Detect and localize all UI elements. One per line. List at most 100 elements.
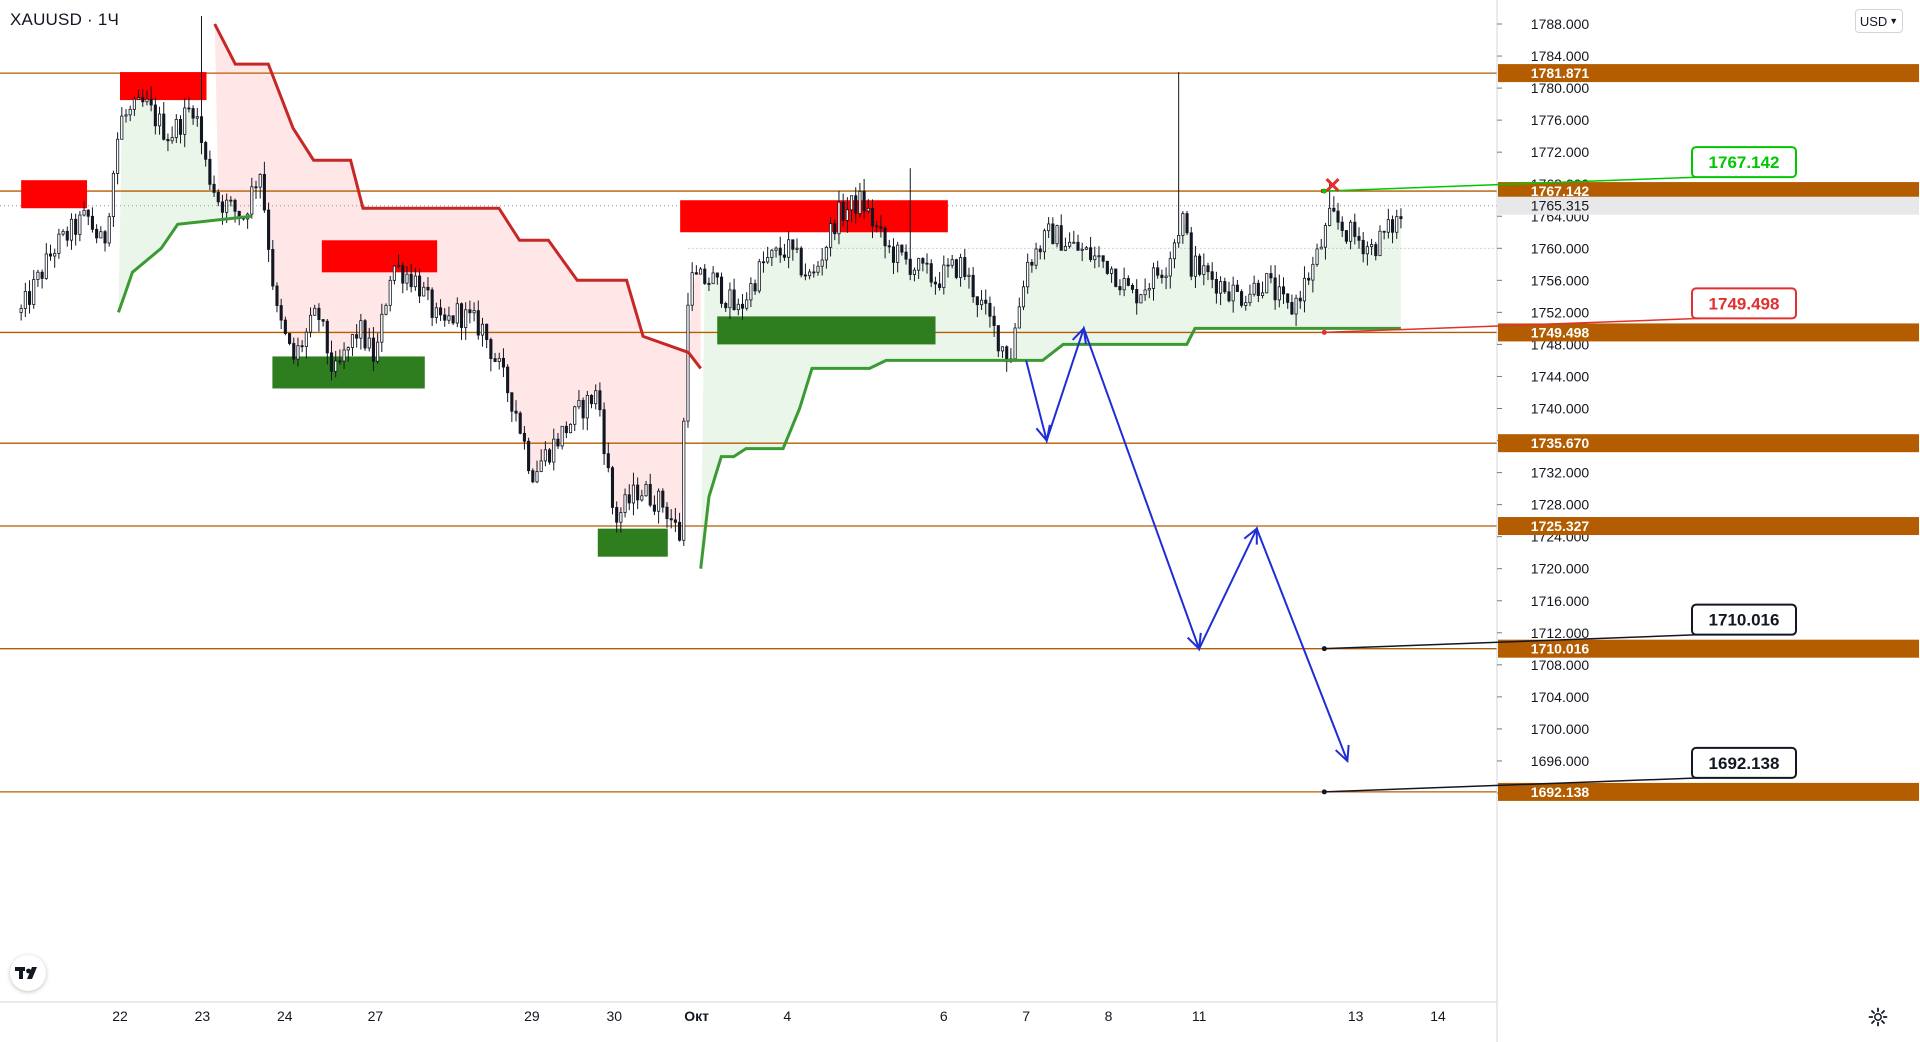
candle-body xyxy=(1080,248,1084,251)
candle xyxy=(1399,208,1403,229)
candle xyxy=(971,267,975,303)
candle xyxy=(694,265,698,275)
candle-body xyxy=(1151,267,1156,289)
candle xyxy=(1202,253,1206,286)
candle xyxy=(1084,246,1088,250)
candle-body xyxy=(195,116,199,119)
candle-body xyxy=(761,261,766,264)
candle-body xyxy=(1072,241,1076,244)
candle xyxy=(979,290,984,310)
candle xyxy=(451,315,455,326)
candle-body xyxy=(539,460,543,472)
candle xyxy=(1378,225,1382,257)
candle-body xyxy=(1277,286,1281,301)
candle xyxy=(258,173,262,199)
candle-body xyxy=(1244,302,1248,306)
candle xyxy=(166,133,170,152)
projection-arrow-icon xyxy=(1186,632,1202,651)
candle-body xyxy=(891,246,896,263)
candle xyxy=(204,140,208,167)
candle xyxy=(787,231,791,269)
candle-body xyxy=(497,357,501,362)
candle-body xyxy=(32,279,36,305)
candle xyxy=(938,272,942,291)
candle xyxy=(103,229,107,252)
candle-body xyxy=(1315,248,1319,265)
candle-body xyxy=(1332,207,1336,212)
candle xyxy=(325,319,329,365)
candle xyxy=(304,328,308,359)
candle xyxy=(1059,214,1063,251)
candle xyxy=(1160,269,1164,284)
candle xyxy=(36,269,40,287)
candle-body xyxy=(933,281,937,285)
candle-body xyxy=(199,116,204,143)
candle xyxy=(1240,289,1244,308)
candle xyxy=(107,212,111,247)
candle-body xyxy=(476,310,480,336)
candle-body xyxy=(896,244,900,263)
candle xyxy=(870,199,875,239)
candle-body xyxy=(770,249,774,258)
candle xyxy=(350,334,355,356)
time-axis[interactable]: 22 23 24 27 29 30 Окт 4 6 7 8 11 13 14 xyxy=(0,1001,1497,1024)
candle-body xyxy=(787,239,791,258)
candle-body xyxy=(715,272,719,278)
candle xyxy=(1294,294,1298,327)
candle xyxy=(443,308,447,327)
candle xyxy=(933,276,937,295)
candle-body xyxy=(1021,286,1026,308)
candle-body xyxy=(858,190,862,214)
candle xyxy=(397,253,401,269)
trend-lines xyxy=(116,23,1401,569)
candle-body xyxy=(413,275,417,288)
candle xyxy=(1386,208,1390,239)
candle-body xyxy=(862,190,866,212)
candle-body xyxy=(1265,273,1269,294)
candle xyxy=(774,246,778,258)
candle-body xyxy=(833,223,837,235)
candle-body xyxy=(904,251,908,260)
candle xyxy=(388,275,392,312)
candle xyxy=(1101,255,1105,269)
candle-body xyxy=(950,259,954,266)
candle-body xyxy=(371,337,375,362)
candle xyxy=(401,262,405,294)
candle xyxy=(1072,230,1076,244)
gear-icon[interactable] xyxy=(1866,1005,1890,1029)
candle-body xyxy=(1378,230,1382,257)
candle xyxy=(1151,262,1156,301)
candle-body xyxy=(556,438,560,447)
candle xyxy=(288,333,292,346)
candle-body xyxy=(1143,289,1147,296)
symbol-title[interactable]: XAUUSD · 1Ч xyxy=(10,10,119,30)
candle xyxy=(543,441,547,467)
candle-body xyxy=(1390,219,1395,233)
candle xyxy=(1298,290,1302,309)
candle-body xyxy=(757,261,761,292)
candle xyxy=(652,495,656,516)
candle xyxy=(644,480,648,497)
candle xyxy=(489,337,493,372)
callout-box xyxy=(1691,746,1797,779)
candle xyxy=(548,448,552,465)
currency-button[interactable]: USD ▼ xyxy=(1855,9,1903,33)
level-price-label: 1692.138 xyxy=(1531,784,1590,800)
candle-body xyxy=(1013,327,1017,360)
tradingview-logo-icon[interactable] xyxy=(10,955,46,991)
candle xyxy=(1177,72,1181,248)
candle xyxy=(799,246,803,278)
candle xyxy=(1164,267,1168,290)
candle xyxy=(1244,295,1248,311)
candle xyxy=(1172,239,1177,269)
candle xyxy=(631,472,636,516)
candle xyxy=(1080,242,1084,262)
candle-body xyxy=(1214,279,1218,294)
candle xyxy=(1277,274,1281,308)
price-callout: 1749.498 xyxy=(1321,287,1797,335)
price-tick-label: 1788.000 xyxy=(1531,16,1590,32)
candle-body xyxy=(296,345,300,360)
candle-body xyxy=(820,259,824,267)
candle-body xyxy=(518,412,522,434)
